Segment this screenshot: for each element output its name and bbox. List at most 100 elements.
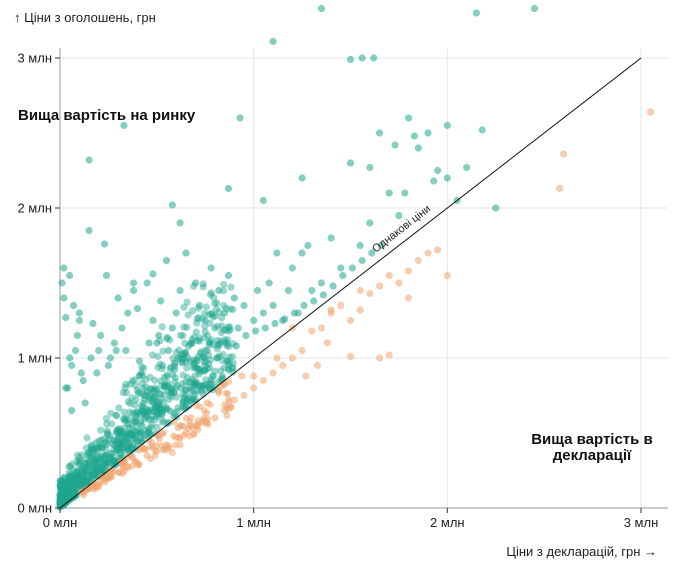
declaration-point [190,431,198,438]
declaration-point [176,422,184,430]
market-point [124,440,132,448]
market-point [57,497,66,506]
market-point [191,381,199,389]
market-point [61,487,69,496]
market-point [59,484,67,492]
market-point [84,450,92,458]
market-point [71,346,80,355]
market-point [163,373,171,381]
market-point [65,485,73,494]
market-point [94,462,102,471]
market-point [224,361,233,369]
market-point [104,459,112,467]
market-point [178,355,186,363]
market-point [176,286,184,295]
market-point [78,478,86,486]
market-point [138,363,146,371]
y-tick-label: 2 млн [17,201,52,216]
market-point [182,386,190,394]
market-point [261,324,269,332]
market-point [288,264,296,272]
market-point [133,437,141,445]
market-point [218,322,226,330]
market-point [65,479,73,487]
market-point [132,417,140,426]
market-point [199,382,208,390]
market-point [100,435,108,443]
annotation-declaration-higher-line2: декларації [553,447,632,464]
market-point [117,441,125,449]
market-point [67,489,75,497]
market-point [87,470,96,478]
market-point [203,346,211,355]
market-point [121,447,129,455]
market-point [67,480,76,488]
market-point [172,393,180,401]
market-point [61,479,69,487]
market-point [147,395,155,403]
market-point [57,498,65,506]
y-tick-label: 3 млн [17,51,52,66]
x-axis-title: Ціни з декларацій, грн → [506,544,657,559]
market-point [114,294,122,302]
market-point [106,454,114,462]
market-point [79,376,87,385]
market-point [190,396,198,404]
market-point [62,495,70,504]
market-point [211,324,219,332]
market-point [82,467,90,475]
market-point [119,388,127,397]
market-point [127,443,135,452]
market-point [329,282,337,290]
market-point [206,384,214,392]
market-point [145,393,153,401]
market-point [135,437,143,445]
market-point [269,37,277,46]
market-point [188,385,196,393]
market-point [61,495,69,504]
market-point [358,256,366,265]
market-point [56,477,64,486]
market-point [193,357,202,365]
market-point [82,456,90,464]
market-point [126,400,134,408]
declaration-point [313,361,322,370]
market-point [136,371,144,379]
market-point [195,370,203,378]
market-point [192,379,200,388]
market-point [368,249,376,257]
market-point [81,474,89,482]
market-point [88,446,96,454]
declaration-point [240,391,248,400]
market-point [59,499,67,508]
market-point [56,503,64,511]
market-point [62,492,71,500]
market-point [108,450,116,458]
x-tick-label: 2 млн [430,515,465,530]
market-point [162,405,170,413]
market-point [91,456,99,464]
market-point [98,444,107,452]
market-point [56,484,65,492]
market-point [140,364,148,372]
market-point [226,305,234,313]
market-point [154,352,162,361]
market-point [58,497,66,505]
market-point [200,353,208,361]
market-point [56,481,64,489]
market-point [69,301,78,310]
market-point [153,386,161,394]
market-point [163,335,171,343]
market-point [65,469,73,477]
market-point [56,499,64,507]
market-point [56,477,64,485]
market-point [137,428,145,436]
market-point [337,264,345,272]
declaration-point [194,423,201,431]
market-point [160,398,168,406]
market-point [102,415,110,423]
market-point [205,383,213,391]
market-point [70,491,79,499]
market-point [223,357,232,365]
market-point [377,241,386,250]
